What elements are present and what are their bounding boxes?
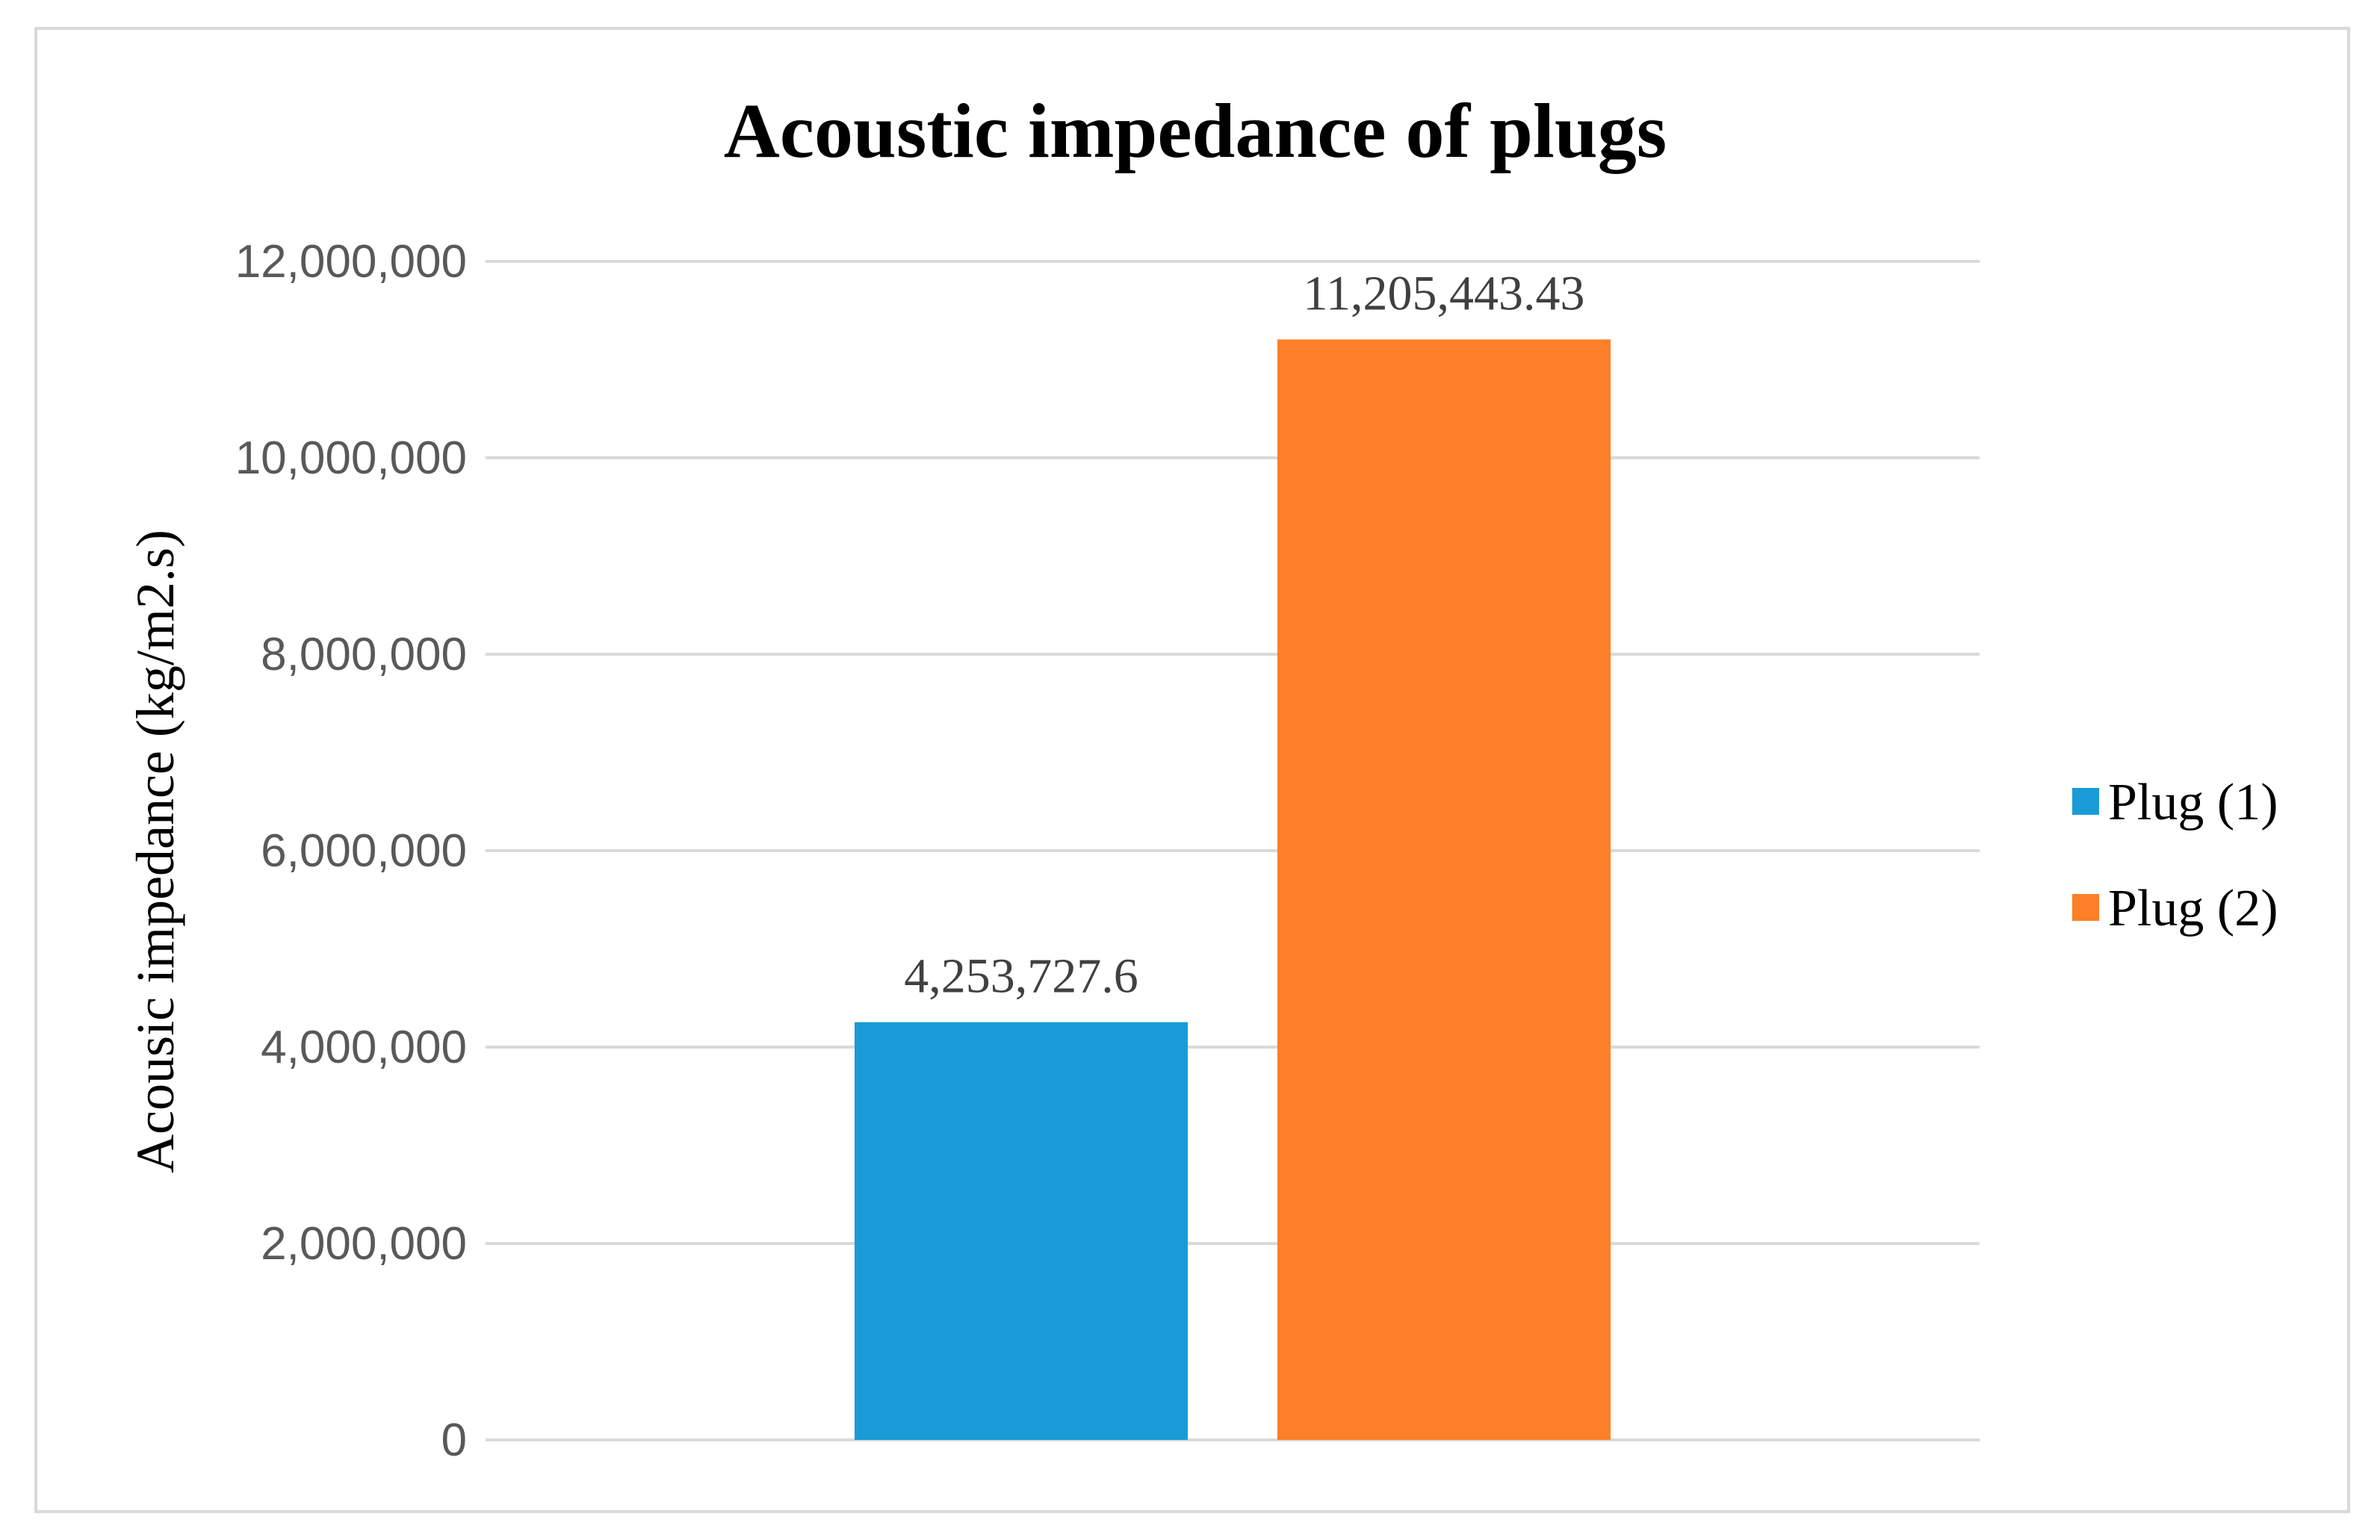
data-labels: 4,253,727.6 11,205,443.43 [904,266,1584,1003]
y-axis-label: Acousic impedance (kg/m2.s) [125,530,185,1173]
legend-label: Plug (2) [2108,880,2278,937]
legend: Plug (1) Plug (2) [2072,774,2278,937]
bar-plug-2 [1277,339,1611,1441]
legend-swatch [2072,788,2099,815]
bars [855,339,1611,1441]
chart-title: Acoustic impedance of plugs [724,88,1667,174]
y-tick-label: 0 [441,1415,467,1466]
y-tick-label: 4,000,000 [261,1022,467,1073]
bar-data-label: 4,253,727.6 [904,949,1138,1004]
y-tick-label: 2,000,000 [261,1218,467,1270]
y-axis-tick-labels: 0 2,000,000 4,000,000 6,000,000 8,000,000 10,… [235,236,467,1466]
legend-label: Plug (1) [2108,774,2278,831]
y-tick-label: 10,000,000 [235,432,467,484]
y-tick-label: 8,000,000 [261,629,467,680]
y-tick-label: 6,000,000 [261,825,467,877]
y-tick-label: 12,000,000 [235,236,467,288]
chart-frame [34,27,2350,1513]
bar-data-label: 11,205,443.43 [1303,266,1584,320]
gridlines [486,260,1980,1441]
bar-plug-1 [855,1022,1188,1440]
legend-swatch [2072,894,2099,921]
